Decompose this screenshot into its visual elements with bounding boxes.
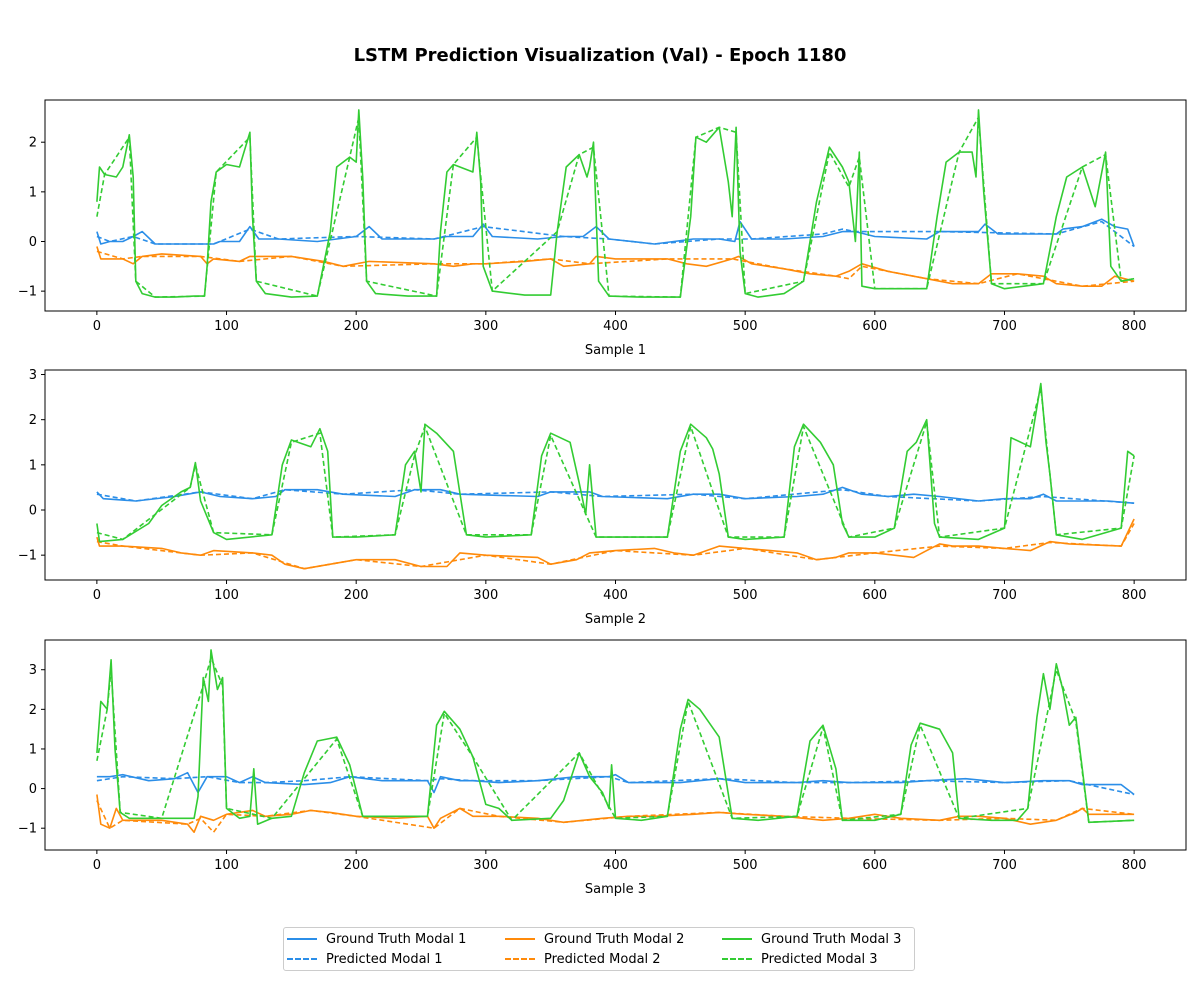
series-group xyxy=(96,382,1135,570)
legend-swatch xyxy=(505,958,535,960)
x-tick-label: 400 xyxy=(603,858,628,873)
legend-entry-gt-modal-3: Ground Truth Modal 3 xyxy=(722,929,901,949)
axes-frame xyxy=(44,99,1187,312)
series-line-modal1-solid xyxy=(96,771,1135,796)
legend-label: Ground Truth Modal 2 xyxy=(544,931,685,947)
legend-entry-gt-modal-1: Ground Truth Modal 1 xyxy=(287,929,466,949)
series-line-modal3-solid xyxy=(96,649,1135,825)
x-tick-label: 800 xyxy=(1122,858,1147,873)
series-line-modal3-dashed xyxy=(96,387,1135,541)
y-tick-label: 0 xyxy=(29,782,37,797)
y-tick-label: 1 xyxy=(29,185,37,200)
legend-entry-pred-modal-3: Predicted Modal 3 xyxy=(722,949,878,969)
y-tick-label: −1 xyxy=(18,549,37,564)
legend-label: Predicted Modal 1 xyxy=(326,951,443,967)
legend-label: Ground Truth Modal 1 xyxy=(326,931,467,947)
series-group xyxy=(96,649,1135,833)
legend-label: Predicted Modal 3 xyxy=(761,951,878,967)
series-line-modal3-dashed xyxy=(96,657,1135,824)
y-tick-label: 2 xyxy=(29,136,37,151)
x-tick-label: 200 xyxy=(344,588,369,603)
x-tick-label: 0 xyxy=(93,319,101,334)
legend-entry-gt-modal-2: Ground Truth Modal 2 xyxy=(505,929,684,949)
legend-label: Predicted Modal 2 xyxy=(544,951,661,967)
y-tick-label: 1 xyxy=(29,742,37,757)
x-tick-label: 800 xyxy=(1122,588,1147,603)
series-line-modal2-solid xyxy=(96,794,1135,833)
x-axis-label: Sample 2 xyxy=(585,612,646,627)
series-group xyxy=(96,109,1135,298)
x-tick-label: 100 xyxy=(214,858,239,873)
series-line-modal1-dashed xyxy=(96,775,1135,796)
series-line-modal1-dashed xyxy=(96,488,1135,504)
x-tick-label: 200 xyxy=(344,858,369,873)
legend: Ground Truth Modal 1 Predicted Modal 1 G… xyxy=(283,927,915,971)
y-tick-label: −1 xyxy=(18,822,37,837)
x-tick-label: 600 xyxy=(862,588,887,603)
series-line-modal3-solid xyxy=(96,382,1135,543)
x-tick-label: 500 xyxy=(733,319,758,334)
series-line-modal2-dashed xyxy=(96,250,1135,287)
x-tick-label: 300 xyxy=(473,588,498,603)
x-axis-label: Sample 3 xyxy=(585,882,646,897)
y-tick-label: 2 xyxy=(29,703,37,718)
y-tick-label: 3 xyxy=(29,368,37,383)
series-line-modal2-solid xyxy=(96,246,1135,287)
x-tick-label: 600 xyxy=(862,858,887,873)
x-tick-label: 300 xyxy=(473,319,498,334)
legend-swatch xyxy=(287,958,317,960)
series-line-modal1-solid xyxy=(96,486,1135,504)
x-tick-label: 0 xyxy=(93,588,101,603)
x-tick-label: 400 xyxy=(603,588,628,603)
legend-swatch xyxy=(722,938,752,940)
legend-swatch xyxy=(287,938,317,940)
x-tick-label: 400 xyxy=(603,319,628,334)
figure-title: LSTM Prediction Visualization (Val) - Ep… xyxy=(353,45,847,66)
series-line-modal1-dashed xyxy=(96,220,1135,248)
legend-swatch xyxy=(505,938,535,940)
x-tick-label: 300 xyxy=(473,858,498,873)
x-tick-label: 600 xyxy=(862,319,887,334)
x-tick-label: 200 xyxy=(344,319,369,334)
subplot-2: 0 100 200 300 400 500 600 700 800 −1 0 1 2 3 Sample 2 xyxy=(18,368,1187,627)
y-tick-label: 0 xyxy=(29,504,37,519)
x-tick-label: 100 xyxy=(214,319,239,334)
subplot-3: 0 100 200 300 400 500 600 700 800 −1 0 1 2 3 Sample 3 xyxy=(18,639,1187,897)
y-tick-label: 3 xyxy=(29,663,37,678)
legend-swatch xyxy=(722,958,752,960)
subplot-1: 0 100 200 300 400 500 600 700 800 −1 0 1 2 Sample 1 xyxy=(18,99,1187,358)
x-tick-label: 500 xyxy=(733,588,758,603)
x-tick-label: 0 xyxy=(93,858,101,873)
x-tick-label: 700 xyxy=(992,588,1017,603)
legend-label: Ground Truth Modal 3 xyxy=(761,931,902,947)
series-line-modal2-solid xyxy=(96,518,1135,570)
x-tick-label: 500 xyxy=(733,858,758,873)
x-tick-label: 700 xyxy=(992,319,1017,334)
series-line-modal2-dashed xyxy=(96,800,1135,833)
series-line-modal2-dashed xyxy=(96,523,1135,570)
y-tick-label: 1 xyxy=(29,458,37,473)
x-tick-label: 800 xyxy=(1122,319,1147,334)
legend-entry-pred-modal-2: Predicted Modal 2 xyxy=(505,949,661,969)
y-tick-label: 0 xyxy=(29,235,37,250)
y-tick-label: 2 xyxy=(29,413,37,428)
x-tick-label: 100 xyxy=(214,588,239,603)
y-tick-label: −1 xyxy=(18,285,37,300)
x-axis-label: Sample 1 xyxy=(585,343,646,358)
legend-entry-pred-modal-1: Predicted Modal 1 xyxy=(287,949,443,969)
x-tick-label: 700 xyxy=(992,858,1017,873)
